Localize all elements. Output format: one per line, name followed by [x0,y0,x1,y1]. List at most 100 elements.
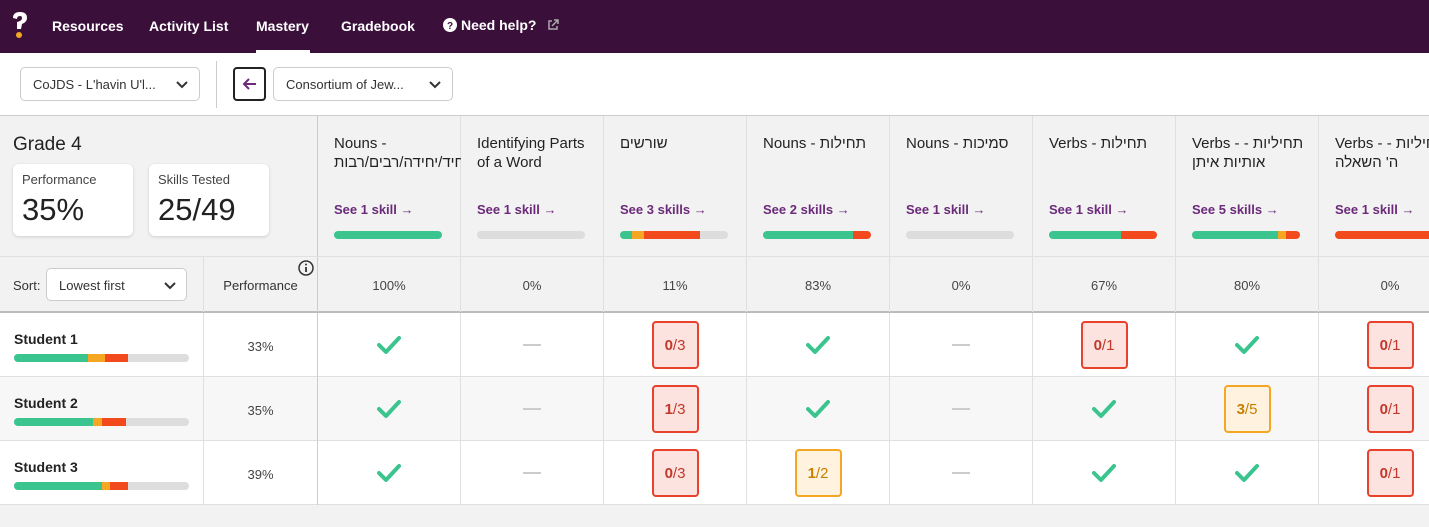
student-performance: 33% [203,313,318,377]
mastery-cell[interactable] [318,377,461,441]
score-denominator: /3 [672,400,686,418]
not-attempted-dash [523,344,541,346]
sort-label: Sort: [13,278,41,293]
score-denominator: /3 [672,464,686,482]
curriculum-select[interactable]: Consortium of Jew... [273,67,453,101]
mastery-cell[interactable]: 0/1 [1033,313,1176,377]
see-skills-link[interactable]: See 5 skills → [1192,202,1279,217]
skill-percent: 80% [1176,257,1319,312]
score-denominator: /5 [1244,400,1258,418]
score-numerator: 0 [664,336,673,354]
skills-tested-label: Skills Tested [158,172,231,187]
skill-mastery-bar-segment-not-mastered [1121,231,1157,239]
skill-column-header: Nouns - סמיכות See 1 skill → [890,116,1033,256]
grade-title: Grade 4 [13,134,82,155]
score-numerator: 3 [1236,400,1245,418]
skill-column-title: Identifying Parts of a Word [477,135,585,171]
skill-mastery-bar-segment-partial [1278,231,1286,239]
chevron-down-icon [176,81,188,89]
skill-percent: 0% [461,257,604,312]
skill-percent: 100% [318,257,461,312]
not-attempted-dash [952,408,970,410]
score-numerator: 1 [664,400,673,418]
skill-column-header: Nouns - תחילות See 2 skills → [747,116,890,256]
back-button[interactable] [233,67,266,101]
score-badge: 0/1 [1080,321,1128,369]
mastery-cell[interactable] [1033,441,1176,505]
student-progress-bar [14,482,189,490]
skill-mastery-bar-segment-mastered [334,231,442,239]
score-denominator: /3 [672,336,686,354]
mastery-cell [461,441,604,505]
sort-select[interactable]: Lowest first [46,268,187,301]
mastery-cell[interactable]: 1/2 [747,441,890,505]
mastery-cell[interactable] [747,377,890,441]
sort-select-value: Lowest first [59,278,125,293]
mastery-cell[interactable] [318,441,461,505]
score-badge: 1/2 [794,449,842,497]
skill-column-header: Identifying Parts of a Word See 1 skill → [461,116,604,256]
chevron-down-icon [164,282,176,290]
student-row: Student 3 39% 0/3 1/2 0/1 [0,441,1429,505]
svg-text:?: ? [447,21,453,32]
see-skills-link[interactable]: See 1 skill → [1049,202,1129,217]
class-select[interactable]: CoJDS - L'havin U'l... [20,67,200,101]
see-skills-link[interactable]: See 1 skill → [1335,202,1415,217]
skill-percent: 0% [1319,257,1429,312]
mastery-cell [461,377,604,441]
mastery-cell[interactable]: 1/3 [604,377,747,441]
mastery-cell[interactable]: 0/1 [1319,377,1429,441]
not-attempted-dash [523,472,541,474]
nav-resources[interactable]: Resources [52,18,124,34]
app-logo-icon[interactable] [9,10,31,40]
need-help-link[interactable]: ? Need help? [443,17,560,33]
toolbar-divider [216,61,217,108]
mastery-cell[interactable] [1176,313,1319,377]
student-name[interactable]: Student 1 [14,331,78,347]
nav-gradebook[interactable]: Gradebook [341,18,415,34]
score-badge: 0/1 [1366,321,1414,369]
mastery-cell[interactable]: 0/3 [604,441,747,505]
see-skills-link[interactable]: See 2 skills → [763,202,850,217]
skill-column-title: שורשים [620,135,668,152]
student-name[interactable]: Student 2 [14,395,78,411]
grade-summary: Grade 4 Performance 35% Skills Tested 25… [0,116,318,256]
checkmark-icon [1235,464,1259,482]
need-help-label: Need help? [461,17,537,33]
student-progress-bar-segment-mastered [14,482,102,490]
performance-column-header[interactable]: Performance [203,257,318,312]
mastery-cell[interactable] [1033,377,1176,441]
skill-column-header: Verbs - תחיליות - אותיות איתן See 5 skill… [1176,116,1319,256]
mastery-cell[interactable] [1176,441,1319,505]
question-circle-icon: ? [443,18,457,32]
see-skills-link[interactable]: See 1 skill → [334,202,414,217]
skills-tested-card: Skills Tested 25/49 [149,164,269,236]
not-attempted-dash [523,408,541,410]
skill-mastery-bar-segment-mastered [1192,231,1279,239]
curriculum-select-value: Consortium of Jew... [286,77,404,92]
mastery-cell[interactable]: 0/3 [604,313,747,377]
info-icon[interactable] [298,260,314,276]
see-skills-link[interactable]: See 3 skills → [620,202,707,217]
filter-toolbar: CoJDS - L'havin U'l... Consortium of Jew… [0,53,1429,116]
mastery-cell[interactable] [318,313,461,377]
mastery-cell[interactable] [747,313,890,377]
mastery-cell[interactable]: 3/5 [1176,377,1319,441]
performance-card: Performance 35% [13,164,133,236]
see-skills-link[interactable]: See 1 skill → [477,202,557,217]
skill-column-title: Verbs - תחיליות - אותיות איתן [1192,135,1304,171]
skill-column-title: Verbs - תחילות [1049,135,1148,152]
skill-column-title: Nouns - יחיד/יחידה/רבים/רבות [334,135,469,171]
not-attempted-dash [952,344,970,346]
see-skills-link[interactable]: See 1 skill → [906,202,986,217]
score-badge: 3/5 [1223,385,1271,433]
student-progress-bar-segment-not-mastered [105,354,128,362]
student-name[interactable]: Student 3 [14,459,78,475]
nav-mastery[interactable]: Mastery [256,18,309,34]
mastery-cell[interactable]: 0/1 [1319,441,1429,505]
student-performance: 39% [203,441,318,505]
mastery-cell[interactable]: 0/1 [1319,313,1429,377]
nav-activity-list[interactable]: Activity List [149,18,229,34]
score-badge: 0/1 [1366,385,1414,433]
score-numerator: 0 [1379,336,1388,354]
